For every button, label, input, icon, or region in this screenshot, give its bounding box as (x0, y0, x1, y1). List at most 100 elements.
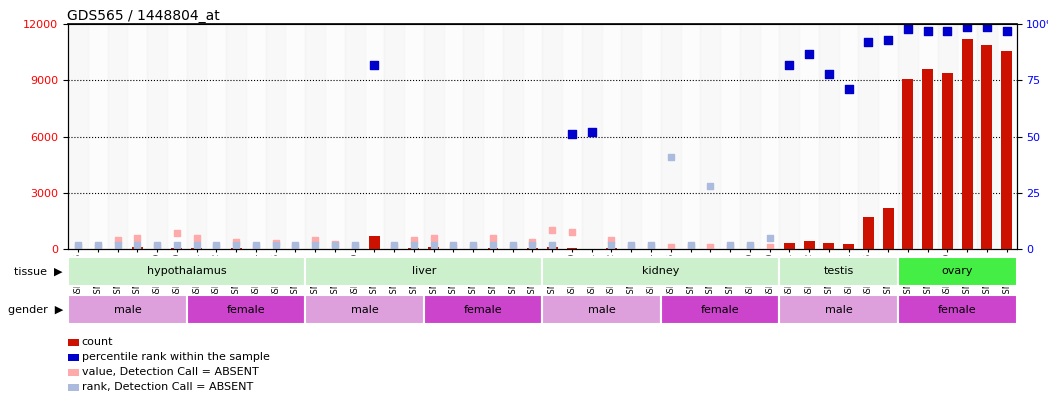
Point (860, 39, 877, 45)
Bar (191, 248, 202, 249)
Point (445, 243, 462, 250)
Point (781, 62, 798, 68)
Point (623, 241, 639, 248)
Bar (88, 24, 108, 249)
Bar (898, 257, 1017, 286)
Point (564, 131, 581, 138)
Bar (305, 24, 325, 249)
Text: female: female (464, 305, 502, 315)
Point (524, 241, 541, 248)
Bar (246, 24, 266, 249)
Text: count: count (82, 337, 113, 347)
Point (307, 241, 324, 248)
Bar (487, 247, 499, 249)
Point (227, 241, 244, 248)
Point (662, 243, 679, 250)
Bar (423, 295, 542, 324)
Point (109, 241, 126, 248)
Point (524, 238, 541, 245)
Bar (562, 24, 582, 249)
Point (484, 241, 501, 248)
Bar (385, 24, 405, 249)
Point (761, 234, 778, 241)
Bar (700, 24, 720, 249)
Point (89, 241, 106, 248)
Bar (365, 24, 385, 249)
Point (189, 241, 205, 248)
Point (189, 235, 205, 241)
Bar (68, 257, 305, 286)
Bar (266, 24, 285, 249)
Point (346, 241, 363, 248)
Point (267, 241, 284, 248)
Bar (824, 243, 834, 249)
Point (169, 230, 185, 237)
Point (149, 241, 166, 248)
Point (899, 26, 916, 32)
Point (979, 23, 996, 30)
Bar (661, 24, 680, 249)
Bar (784, 243, 794, 249)
Point (386, 243, 402, 250)
Point (247, 243, 264, 250)
Bar (818, 24, 838, 249)
Point (662, 153, 679, 160)
Point (919, 28, 936, 34)
Point (741, 241, 758, 248)
Point (821, 70, 837, 77)
Bar (405, 24, 423, 249)
Bar (962, 39, 973, 249)
Bar (882, 208, 894, 249)
Bar (957, 24, 977, 249)
Bar (547, 247, 558, 249)
Bar (226, 24, 246, 249)
Point (484, 235, 501, 241)
Bar (567, 247, 577, 249)
Point (840, 86, 857, 93)
Bar (503, 24, 523, 249)
Bar (542, 257, 780, 286)
Point (702, 183, 719, 190)
Point (366, 62, 383, 68)
Bar (369, 237, 379, 249)
Text: female: female (938, 305, 977, 315)
Bar (760, 24, 780, 249)
Bar (918, 24, 938, 249)
Bar (606, 248, 617, 249)
Text: male: male (588, 305, 615, 315)
Bar (231, 248, 241, 249)
Text: male: male (351, 305, 378, 315)
Bar (108, 24, 128, 249)
Text: percentile rank within the sample: percentile rank within the sample (82, 352, 269, 362)
Point (267, 240, 284, 246)
Point (386, 241, 402, 248)
Bar (863, 217, 874, 249)
Point (149, 243, 166, 250)
Bar (844, 244, 854, 249)
Point (247, 241, 264, 248)
Point (327, 241, 344, 247)
Bar (942, 73, 953, 249)
Bar (187, 295, 305, 324)
Bar (804, 241, 814, 249)
Bar (800, 24, 818, 249)
Bar (305, 295, 423, 324)
Point (169, 241, 185, 248)
Bar (285, 24, 305, 249)
Point (406, 241, 422, 248)
Bar (345, 24, 365, 249)
Point (208, 241, 224, 248)
Point (682, 241, 699, 248)
Text: liver: liver (412, 266, 436, 276)
Bar (878, 24, 898, 249)
Bar (977, 24, 997, 249)
Bar (542, 295, 661, 324)
Point (109, 237, 126, 243)
Point (465, 243, 482, 250)
Point (208, 243, 224, 250)
Point (544, 241, 561, 248)
Text: male: male (113, 305, 141, 315)
Point (346, 243, 363, 250)
Point (69, 243, 86, 250)
Bar (740, 24, 760, 249)
